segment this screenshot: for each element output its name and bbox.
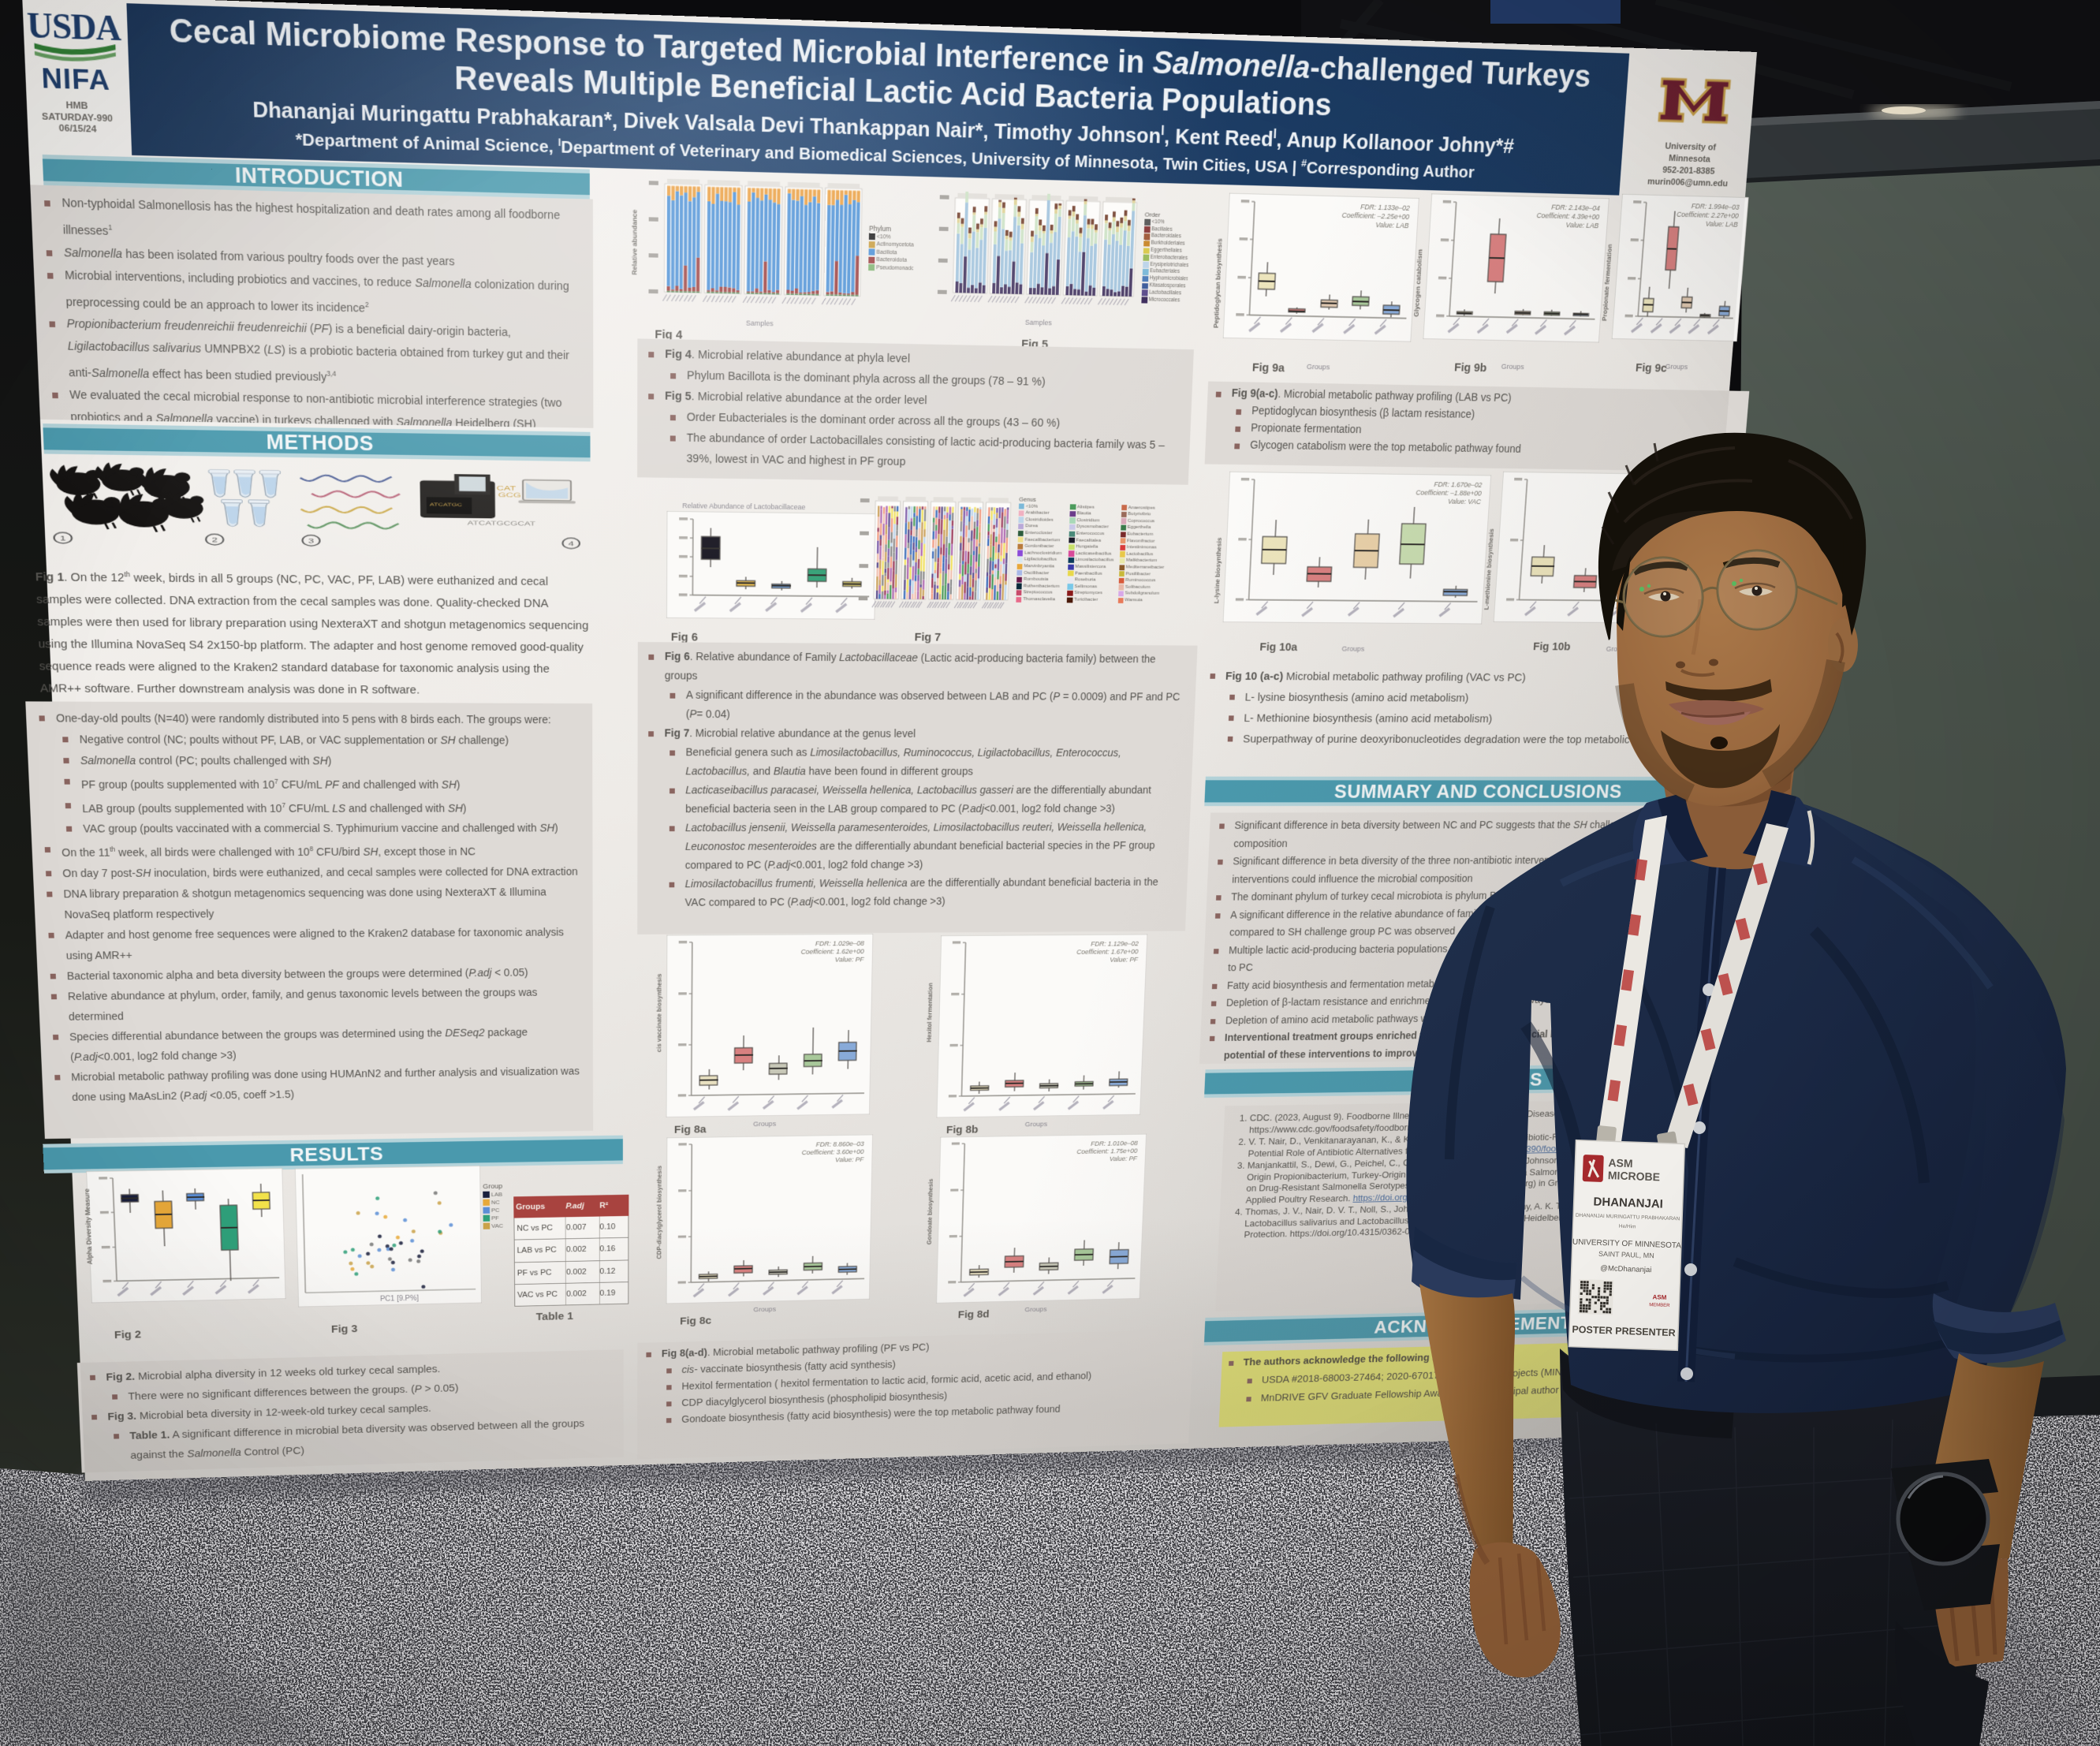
svg-text:MICROBE: MICROBE [1608, 1169, 1661, 1183]
svg-text:Coefficient: 2.27e+00: Coefficient: 2.27e+00 [1677, 211, 1740, 220]
svg-text:He/Him: He/Him [1619, 1224, 1636, 1230]
svg-text:3: 3 [308, 538, 314, 544]
svg-text:@McDhananjai: @McDhananjai [1600, 1264, 1651, 1274]
svg-text:Coefficient: 1.62e+00: Coefficient: 1.62e+00 [801, 948, 865, 956]
svg-text:DHANANJAI MURINGATTU PRABHAKAR: DHANANJAI MURINGATTU PRABHAKARAN [1576, 1213, 1680, 1222]
svg-text:Coefficient: 1.67e+00: Coefficient: 1.67e+00 [1076, 949, 1139, 957]
svg-text:Coefficient: –1.88e+00: Coefficient: –1.88e+00 [1416, 489, 1482, 498]
svg-text:Value: PF: Value: PF [1110, 957, 1139, 964]
svg-text:Value: LAB: Value: LAB [1375, 222, 1409, 230]
svg-text:Value: PF: Value: PF [1110, 1155, 1138, 1163]
svg-text:FDR: 1.133e–02: FDR: 1.133e–02 [1360, 203, 1410, 213]
svg-text:ATCATGCGCAT: ATCATGCGCAT [468, 520, 536, 527]
svg-text:4: 4 [569, 541, 575, 547]
svg-text:Coefficient: 4.39e+00: Coefficient: 4.39e+00 [1536, 212, 1599, 222]
svg-text:Value: PF: Value: PF [835, 1156, 864, 1164]
svg-text:FDR: 8.860e–03: FDR: 8.860e–03 [816, 1140, 865, 1148]
svg-text:PC1 [9.P%]: PC1 [9.P%] [380, 1294, 419, 1303]
svg-text:MEMBER: MEMBER [1649, 1303, 1670, 1308]
svg-text:ASM: ASM [1608, 1156, 1633, 1170]
svg-text:ASM: ASM [1652, 1293, 1666, 1301]
svg-text:GCG: GCG [498, 492, 521, 499]
svg-text:Value: LAB: Value: LAB [1565, 222, 1599, 230]
svg-text:Coefficient: 3.60e+00: Coefficient: 3.60e+00 [802, 1148, 864, 1156]
svg-text:CAT: CAT [497, 485, 517, 492]
svg-text:Value: VAC: Value: VAC [1448, 498, 1482, 506]
svg-text:2: 2 [212, 537, 218, 543]
svg-text:1: 1 [60, 535, 66, 542]
svg-text:DHANANJAI: DHANANJAI [1593, 1196, 1663, 1211]
svg-text:Coefficient: 1.75e+00: Coefficient: 1.75e+00 [1076, 1147, 1138, 1155]
svg-text:Value: LAB: Value: LAB [1705, 220, 1738, 229]
svg-text:FDR: 1.029e–08: FDR: 1.029e–08 [815, 940, 865, 948]
svg-text:Coefficient: –2.25e+00: Coefficient: –2.25e+00 [1341, 211, 1409, 221]
svg-text:Value: PF: Value: PF [835, 957, 865, 964]
svg-text:FDR: 1.994e–03: FDR: 1.994e–03 [1691, 203, 1740, 212]
svg-text:POSTER PRESENTER: POSTER PRESENTER [1572, 1324, 1676, 1339]
svg-text:FDR: 2.143e–04: FDR: 2.143e–04 [1551, 203, 1600, 213]
svg-text:UNIVERSITY OF MINNESOTA: UNIVERSITY OF MINNESOTA [1572, 1238, 1682, 1251]
svg-text:SAINT PAUL, MN: SAINT PAUL, MN [1598, 1250, 1654, 1259]
svg-text:ATCATGC: ATCATGC [430, 502, 462, 508]
svg-text:FDR: 1.010e–08: FDR: 1.010e–08 [1091, 1140, 1138, 1148]
svg-text:FDR: 1.129e–02: FDR: 1.129e–02 [1091, 941, 1139, 949]
svg-text:FDR: 1.670e–02: FDR: 1.670e–02 [1434, 481, 1483, 490]
